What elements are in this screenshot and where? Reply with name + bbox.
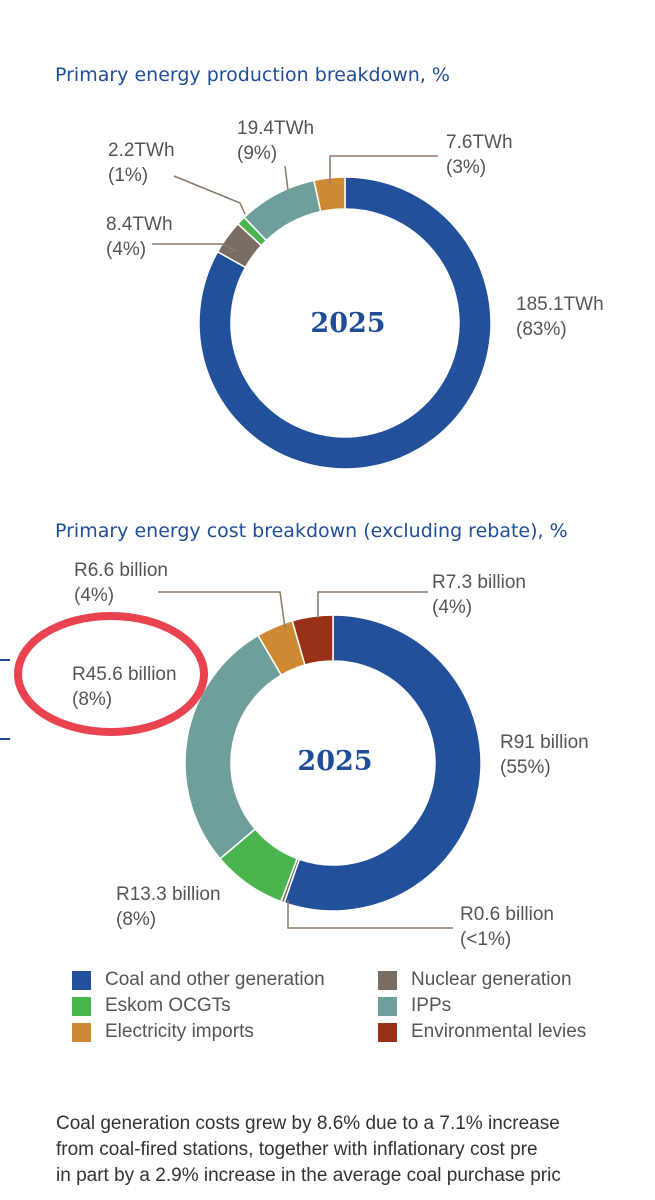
legend-label-ocgt: Eskom OCGTs	[105, 995, 231, 1016]
production-label-nuclear-pct: (4%)	[106, 239, 147, 260]
production-label-coal: 185.1TWh (83%)	[516, 292, 604, 342]
production-label-imports: 7.6TWh (3%)	[446, 130, 513, 180]
production-label-ipp-pct: (9%)	[237, 143, 278, 164]
cost-center-year: 2025	[297, 746, 373, 777]
slice-imports	[313, 176, 346, 213]
body-paragraph: Coal generation costs grew by 8.6% due t…	[56, 1111, 655, 1189]
production-label-ocgt-value: 2.2TWh	[108, 140, 175, 161]
slice-coal	[283, 614, 482, 912]
legend-swatch-coal	[72, 970, 91, 990]
legend-label-nuclear: Nuclear generation	[411, 969, 572, 990]
legend-swatch-nuclear	[378, 970, 397, 990]
legend-label-ipp: IPPs	[411, 995, 452, 1016]
legend-item-coal: Coal and other generation	[72, 968, 378, 992]
leader-line-imports	[158, 591, 286, 629]
legend-item-ipp: IPPs	[378, 994, 648, 1018]
leader-line-levies	[317, 591, 428, 618]
leader-line-ipp	[284, 165, 289, 191]
legend-swatch-imports	[72, 1022, 91, 1042]
production-donut-chart	[152, 155, 492, 470]
cost-label-imports-value: R6.6 billion	[74, 560, 168, 581]
body-paragraph-line: in part by a 2.9% increase in the averag…	[56, 1165, 561, 1186]
cost-label-nuclear-value: R0.6 billion	[460, 904, 554, 925]
cost-label-levies: R7.3 billion (4%)	[432, 570, 526, 620]
production-label-coal-pct: (83%)	[516, 319, 567, 340]
leader-line-imports	[329, 155, 438, 184]
cost-label-levies-value: R7.3 billion	[432, 572, 526, 593]
production-label-ipp: 19.4TWh (9%)	[237, 116, 314, 166]
production-label-ocgt-pct: (1%)	[108, 165, 149, 186]
production-chart-title: Primary energy production breakdown, %	[55, 64, 450, 86]
cost-label-nuclear-pct: (<1%)	[460, 929, 512, 950]
legend-item-levies: Environmental levies	[378, 1020, 648, 1044]
production-label-nuclear: 8.4TWh (4%)	[106, 212, 173, 262]
leader-line-ocgt	[173, 175, 246, 215]
cost-label-ocgt-value: R13.3 billion	[116, 884, 221, 905]
legend-item-ocgt: Eskom OCGTs	[72, 994, 378, 1018]
body-paragraph-line: Coal generation costs grew by 8.6% due t…	[56, 1113, 560, 1134]
cost-label-ocgt-pct: (8%)	[116, 909, 157, 930]
cost-label-coal-pct: (55%)	[500, 757, 551, 778]
cost-chart-legend: Coal and other generation Nuclear genera…	[72, 968, 652, 1044]
legend-label-coal: Coal and other generation	[105, 969, 325, 990]
cost-label-levies-pct: (4%)	[432, 597, 473, 618]
production-label-imports-pct: (3%)	[446, 157, 487, 178]
legend-item-nuclear: Nuclear generation	[378, 968, 648, 992]
legend-item-imports: Electricity imports	[72, 1020, 378, 1044]
production-label-nuclear-value: 8.4TWh	[106, 214, 173, 235]
cost-label-imports-pct: (4%)	[74, 585, 115, 606]
page-edge-marker	[0, 659, 10, 661]
legend-label-levies: Environmental levies	[411, 1021, 587, 1042]
cost-label-coal-value: R91 billion	[500, 732, 589, 753]
legend-swatch-ipp	[378, 996, 397, 1016]
cost-chart-title: Primary energy cost breakdown (excluding…	[55, 520, 568, 542]
production-center-year: 2025	[310, 308, 386, 339]
legend-label-imports: Electricity imports	[105, 1021, 254, 1042]
production-label-coal-value: 185.1TWh	[516, 294, 604, 315]
slice-coal	[198, 176, 492, 470]
production-label-imports-value: 7.6TWh	[446, 132, 513, 153]
legend-swatch-ocgt	[72, 996, 91, 1016]
cost-label-imports: R6.6 billion (4%)	[74, 558, 168, 608]
page-edge-marker	[0, 738, 10, 740]
cost-label-ocgt: R13.3 billion (8%)	[116, 882, 221, 932]
body-paragraph-line: from coal-fired stations, together with …	[56, 1139, 538, 1160]
legend-swatch-levies	[378, 1022, 397, 1042]
leader-line-nuclear	[287, 900, 453, 929]
production-label-ipp-value: 19.4TWh	[237, 118, 315, 139]
red-highlight-circle	[14, 612, 208, 736]
leader-line-nuclear	[152, 243, 237, 253]
production-label-ocgt: 2.2TWh (1%)	[108, 138, 175, 188]
cost-label-coal: R91 billion (55%)	[500, 730, 589, 780]
slice-levies	[291, 614, 334, 666]
cost-donut-chart	[158, 591, 482, 929]
cost-label-nuclear: R0.6 billion (<1%)	[460, 902, 554, 952]
